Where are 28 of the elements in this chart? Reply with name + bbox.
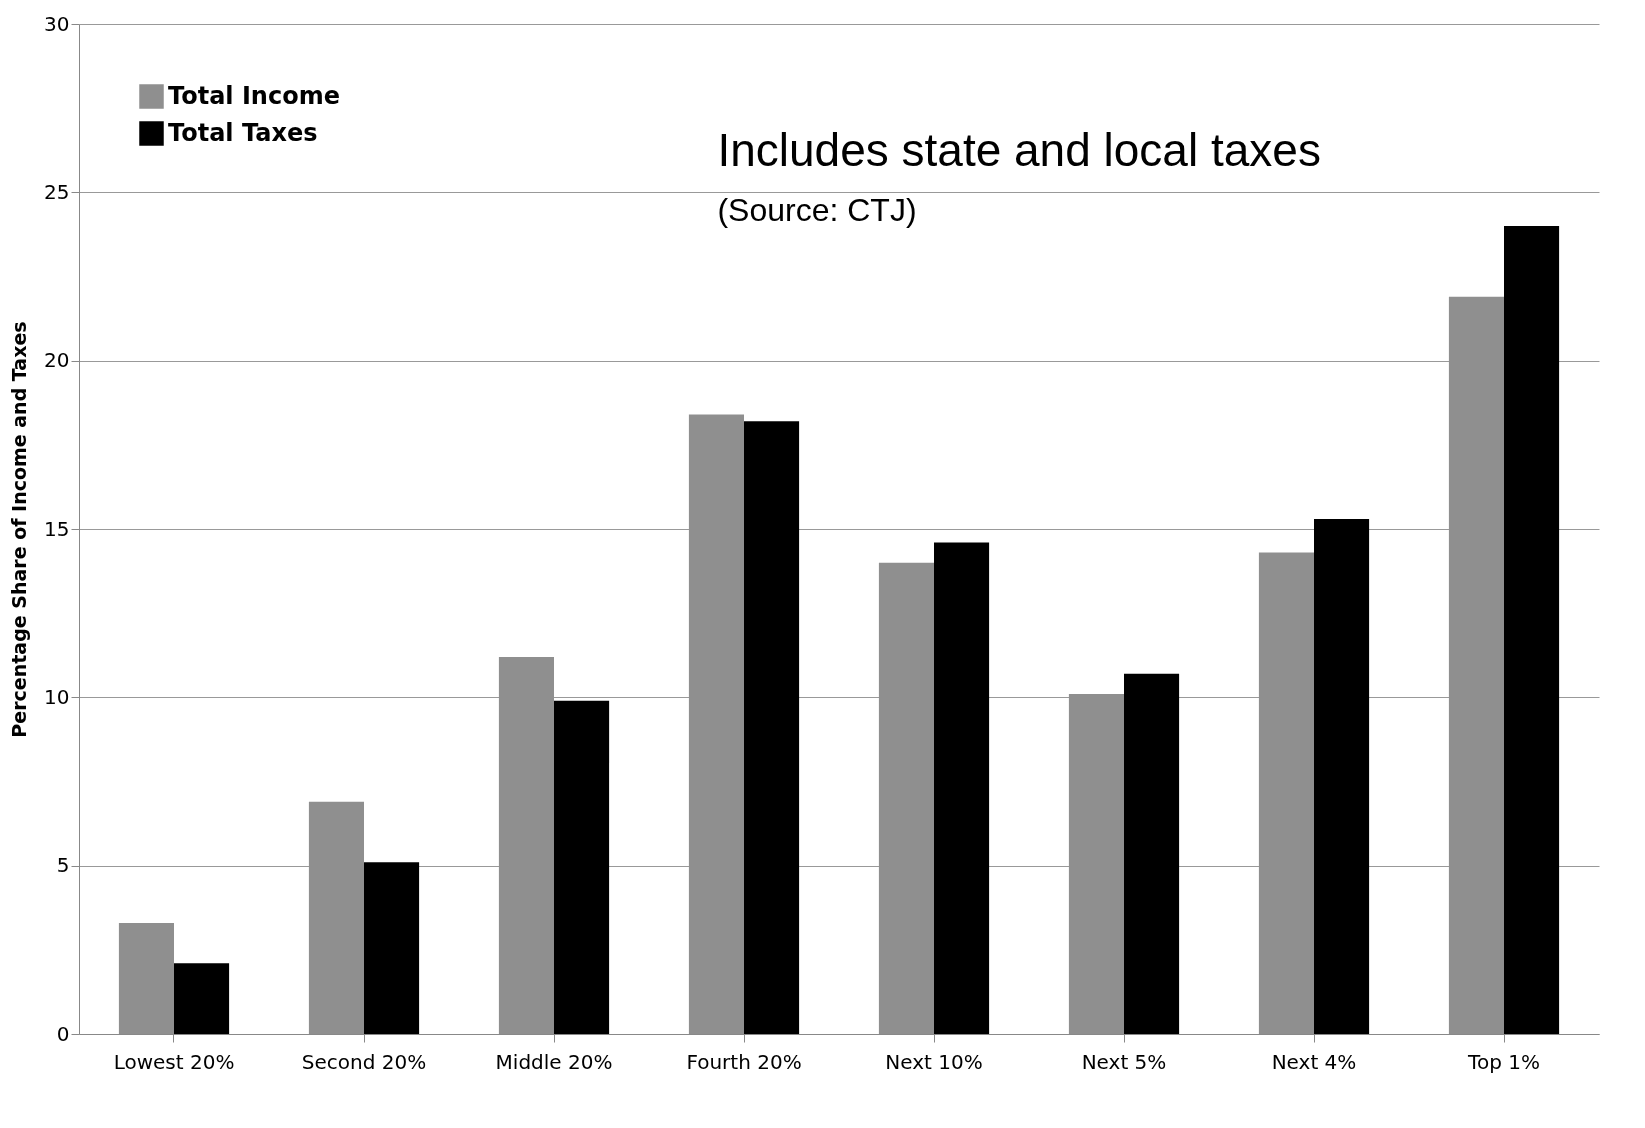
x-tick-label: Fourth 20% (686, 1049, 802, 1074)
x-tick-label: Second 20% (301, 1049, 427, 1074)
bar (364, 862, 420, 1034)
x-tick-label: Middle 20% (495, 1049, 613, 1074)
bar (744, 421, 800, 1034)
annotation: Includes state and local taxes (717, 124, 1321, 177)
bar (1314, 518, 1370, 1034)
annotation: (Source: CTJ) (717, 191, 917, 228)
x-tick-label: Next 4% (1271, 1049, 1357, 1074)
y-axis-title: Percentage Share of Income and Taxes (8, 321, 31, 738)
legend-label: Total Taxes (168, 118, 318, 147)
y-tick-label: 5 (56, 853, 70, 878)
x-tick-label: Lowest 20% (113, 1049, 235, 1074)
x-tick-label: Next 5% (1081, 1049, 1167, 1074)
bar (174, 963, 230, 1034)
x-tick-label: Next 10% (885, 1049, 983, 1074)
y-tick-label: 0 (56, 1021, 70, 1046)
bar (1124, 673, 1180, 1034)
y-tick-label: 25 (44, 179, 70, 204)
y-tick-label: 20 (44, 348, 70, 373)
y-tick-label: 10 (44, 684, 70, 709)
y-tick-label: 30 (44, 11, 70, 36)
y-tick-label: 15 (44, 516, 70, 541)
legend-label: Total Income (168, 81, 340, 110)
bar (934, 542, 990, 1034)
x-tick-label: Top 1% (1467, 1049, 1540, 1074)
bar (1504, 226, 1560, 1034)
bar (554, 700, 610, 1034)
